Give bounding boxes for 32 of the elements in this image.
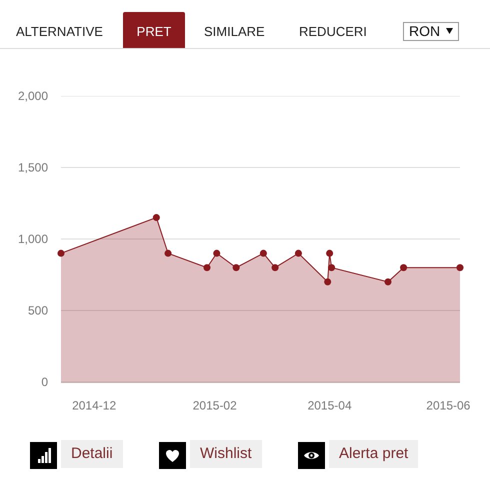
y-tick-label: 1,000	[18, 232, 48, 246]
y-tick-label: 500	[28, 304, 48, 318]
y-tick-label: 0	[41, 375, 48, 390]
point	[272, 264, 279, 272]
tab-label: SIMILARE	[204, 24, 265, 40]
button: Alerta pret	[329, 440, 418, 468]
point	[164, 250, 172, 257]
point	[384, 278, 392, 286]
point	[324, 278, 332, 286]
x-tick-label: 2015-02	[192, 398, 238, 412]
point	[152, 214, 160, 222]
point	[326, 250, 334, 257]
x-tick-label: 2014-12	[72, 398, 116, 412]
active-tab: PRET	[123, 12, 185, 48]
x-tick-label: 2015-06	[426, 398, 471, 412]
point	[203, 264, 210, 272]
point	[260, 250, 267, 257]
x-tick-label: 2015-04	[308, 398, 352, 412]
button: Wishlist	[190, 440, 262, 468]
tab-label: REDUCERI	[299, 24, 367, 40]
point	[232, 264, 240, 272]
dropdown: RON	[403, 22, 459, 41]
point	[456, 264, 464, 272]
point	[58, 250, 64, 257]
button: Detalii	[61, 440, 123, 468]
y-tick-label: 2,000	[18, 89, 48, 104]
point	[400, 264, 408, 272]
point	[328, 264, 336, 272]
y-tick-label: 1,500	[18, 160, 48, 175]
point	[294, 250, 302, 257]
tab-label: ALTERNATIVE	[16, 24, 103, 40]
point	[213, 250, 220, 257]
